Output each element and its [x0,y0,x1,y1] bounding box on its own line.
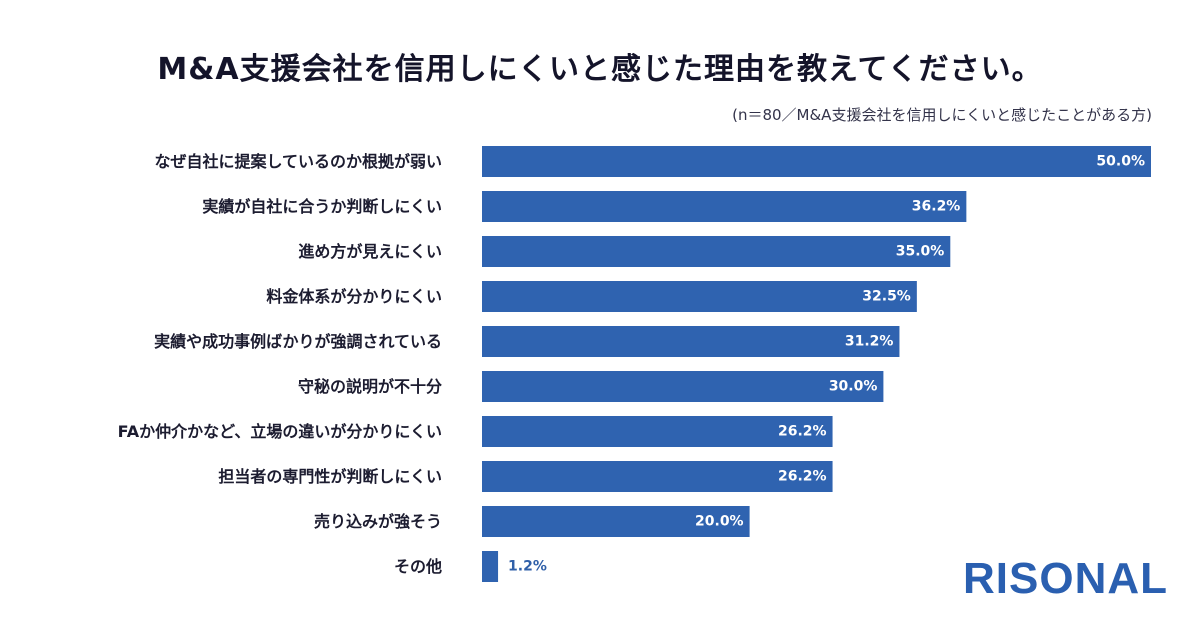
bar [482,551,499,582]
value-label: 50.0% [1096,154,1145,170]
value-label: 26.2% [778,469,827,485]
bar [482,146,1151,177]
bar [482,281,917,312]
value-label: 26.2% [778,424,827,440]
bar [482,236,951,267]
bar [482,191,967,222]
bar [482,461,833,492]
value-label: 32.5% [862,289,911,305]
value-label: 30.0% [829,379,878,395]
category-label: 実績が自社に合うか判断しにくい [202,197,442,216]
category-label: 料金体系が分かりにくい [266,287,442,306]
value-label: 35.0% [896,244,945,260]
category-label: 売り込みが強そう [314,512,442,531]
category-label: その他 [394,557,442,576]
value-label: 36.2% [912,199,961,215]
category-label: 進め方が見えにくい [298,242,442,261]
category-label: 担当者の専門性が判断しにくい [218,467,442,486]
bar [482,371,884,402]
value-label: 1.2% [508,559,547,575]
chart-title: M&A支援会社を信用しにくいと感じた理由を教えてください。 [157,52,1043,87]
category-label: FAか仲介かなど、立場の違いが分かりにくい [118,422,442,441]
bar [482,506,750,537]
bar [482,416,833,447]
category-label: 守秘の説明が不十分 [298,377,442,396]
value-label: 20.0% [695,514,744,530]
bar [482,326,900,357]
risonal-logo: RISONAL [963,554,1168,603]
sample-note: (n＝80／M&A支援会社を信用しにくいと感じたことがある方) [732,106,1152,124]
category-label: なぜ自社に提案しているのか根拠が弱い [154,152,442,171]
value-label: 31.2% [845,334,894,350]
category-label: 実績や成功事例ばかりが強調されている [154,332,442,351]
